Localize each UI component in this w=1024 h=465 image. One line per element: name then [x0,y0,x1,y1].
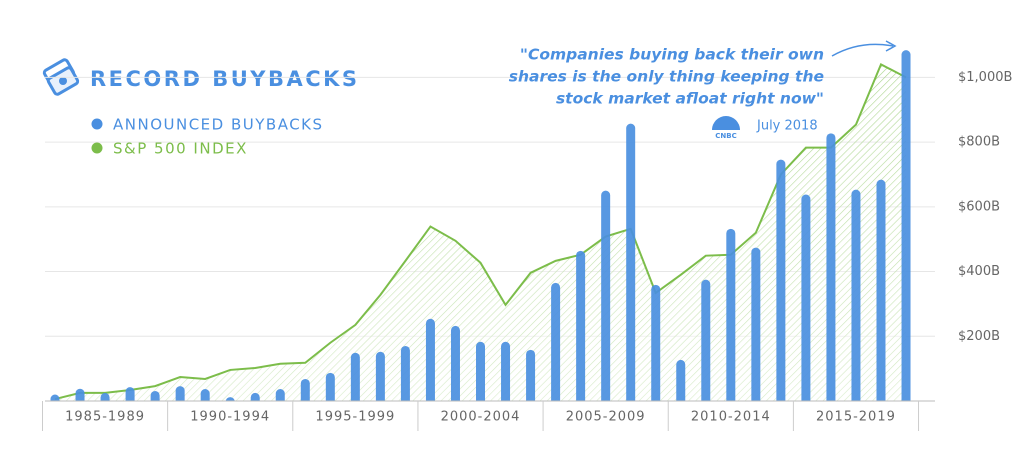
quote-date: July 2018 [756,119,818,134]
y-tick-label: $200B [958,329,1000,344]
bar [801,194,811,401]
bar [601,190,611,401]
y-tick-label: $1,000B [958,70,1012,85]
bar [450,325,460,401]
bar [526,349,536,401]
bar [300,378,310,401]
bar [751,247,761,401]
source: CNBC [715,132,736,140]
bar [325,372,335,401]
bar [175,386,185,401]
bar [275,389,285,401]
bar [225,397,235,402]
bar [551,282,561,401]
title-icon [42,58,80,96]
quote-line: stock market afloat right now" [556,90,824,108]
bar [676,359,686,401]
bar [901,50,911,401]
x-group-label: 2005-2009 [566,410,646,425]
x-group-label: 2015-2019 [816,410,896,425]
bar [576,250,586,401]
bar [701,279,711,401]
bar [626,123,636,402]
bar [350,352,360,401]
legend-label: ANNOUNCED BUYBACKS [113,116,324,134]
x-group-label: 1995-1999 [315,410,395,425]
x-group-label: 2000-2004 [441,410,521,425]
bar [501,341,511,401]
bar [425,318,435,401]
x-group-label: 2010-2014 [691,410,771,425]
y-tick-label: $800B [958,135,1000,150]
bar [876,179,886,401]
bar [75,388,85,401]
bar [125,387,135,401]
legend-label: S&P 500 INDEX [113,140,248,158]
chart-title: RECORD BUYBACKS [90,67,360,91]
y-tick-label: $400B [958,264,1000,279]
line-area-fade [55,64,907,401]
bar [50,394,60,401]
bar [250,392,260,401]
quote-arrow [831,43,894,57]
quote-line: "Companies buying back their own [520,46,824,64]
legend-marker [91,118,103,130]
cnbc-logo: CNBC [712,116,740,140]
x-group-label: 1990-1994 [190,410,270,425]
legend-marker [91,142,103,154]
x-group-label: 1985-1989 [65,410,145,425]
bar [150,390,160,401]
bar [651,284,661,401]
bar [200,389,210,401]
quote-line: shares is the only thing keeping the [509,68,824,86]
quote-arrowhead [885,40,897,52]
bar [851,189,861,401]
bar [776,159,786,401]
bar [726,228,736,401]
bar [100,392,110,401]
line [54,63,907,401]
y-tick-label: $600B [958,199,1000,214]
bar [400,345,410,401]
bar [826,133,836,401]
bar [476,341,486,401]
bar [375,351,385,401]
